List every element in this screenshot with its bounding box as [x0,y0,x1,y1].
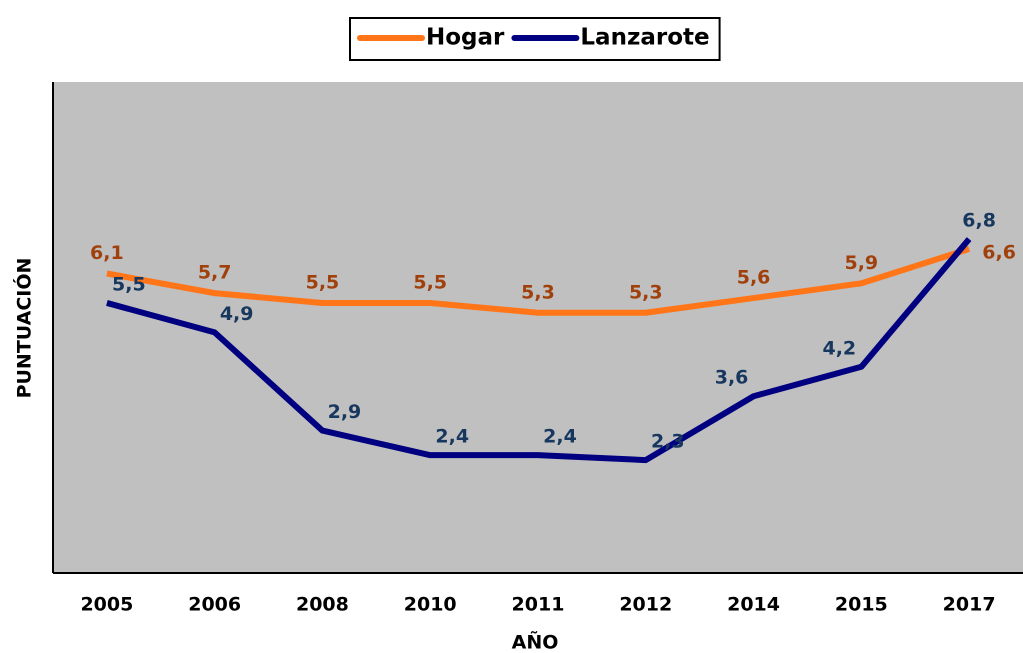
data-label: 5,3 [521,281,555,303]
data-label: 6,6 [982,241,1016,263]
data-label: 2,9 [328,401,362,423]
x-tick-label: 2010 [404,594,457,616]
x-tick-label: 2005 [80,594,133,616]
x-tick-label: 2014 [727,594,780,616]
data-label: 5,5 [112,273,146,295]
data-label: 3,6 [715,367,749,389]
data-label: 5,5 [306,271,340,293]
data-label: 5,7 [198,262,232,284]
series-line [106,237,972,464]
x-tick-label: 2008 [296,594,349,616]
x-tick-label: 2012 [619,594,672,616]
data-label: 6,8 [962,210,996,232]
y-axis-label: PUNTUACIÓN [12,258,36,399]
x-axis-label: AÑO [512,630,559,653]
data-label: 5,5 [413,271,447,293]
data-label: 2,4 [435,426,469,448]
data-label: 5,6 [737,267,771,289]
x-tick-label: 2017 [943,594,996,616]
x-tick-label: 2006 [188,594,241,616]
x-tick-label: 2015 [835,594,888,616]
data-label: 4,2 [822,337,856,359]
series-line [106,246,971,316]
data-label: 2,4 [543,426,577,448]
legend-label: Lanzarote [580,25,709,51]
x-tick-label: 2011 [512,594,565,616]
data-label: 6,1 [90,242,124,264]
data-label: 5,3 [629,281,663,303]
data-label: 4,9 [220,303,254,325]
legend-label: Hogar [426,25,505,51]
data-label: 5,9 [844,252,878,274]
data-label: 2,3 [651,431,685,453]
plot-area [53,82,1023,573]
